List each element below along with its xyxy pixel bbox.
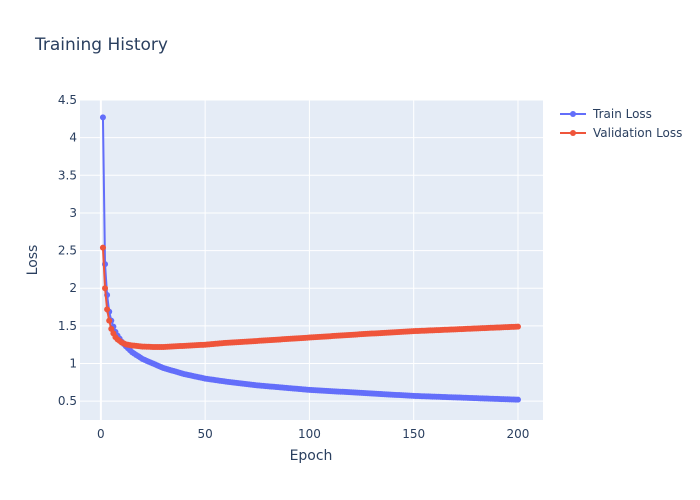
data-point <box>99 114 106 121</box>
x-tick-label: 0 <box>97 427 105 441</box>
y-tick-label: 1.5 <box>58 319 77 333</box>
legend[interactable]: Train Loss Validation Loss <box>560 107 682 140</box>
x-tick-label: 150 <box>402 427 425 441</box>
y-tick-label: 2 <box>69 281 77 295</box>
legend-label: Validation Loss <box>593 126 682 140</box>
x-tick-label: 200 <box>507 427 530 441</box>
x-tick-label: 100 <box>298 427 321 441</box>
y-tick-label: 4 <box>69 131 77 145</box>
y-tick-label: 0.5 <box>58 394 77 408</box>
data-point <box>108 325 115 332</box>
x-axis-ticks: 0 50 100 150 200 <box>97 427 529 441</box>
x-axis-label: Epoch <box>290 448 333 464</box>
legend-swatch-marker <box>570 111 576 117</box>
legend-item[interactable]: Validation Loss <box>560 126 682 140</box>
gridlines <box>80 99 543 420</box>
legend-swatch-marker <box>570 130 576 136</box>
y-tick-label: 4.5 <box>58 93 77 107</box>
data-point <box>514 323 521 330</box>
legend-item[interactable]: Train Loss <box>560 107 652 121</box>
legend-label: Train Loss <box>592 107 652 121</box>
data-point <box>104 306 111 313</box>
y-axis-ticks: 0.5 1 1.5 2 2.5 3 3.5 4 4.5 <box>58 93 77 408</box>
chart-title: Training History <box>34 35 168 55</box>
series-validation-loss <box>99 244 521 350</box>
y-tick-label: 3 <box>69 206 77 220</box>
data-point <box>99 244 106 251</box>
y-axis-label: Loss <box>25 245 41 276</box>
y-tick-label: 2.5 <box>58 244 77 258</box>
series-group <box>99 114 521 403</box>
y-tick-label: 1 <box>69 357 77 371</box>
y-tick-label: 3.5 <box>58 168 77 182</box>
data-point <box>102 285 109 292</box>
plot-area <box>80 100 543 420</box>
data-point <box>514 396 521 403</box>
data-point <box>106 317 113 324</box>
x-tick-label: 50 <box>197 427 212 441</box>
